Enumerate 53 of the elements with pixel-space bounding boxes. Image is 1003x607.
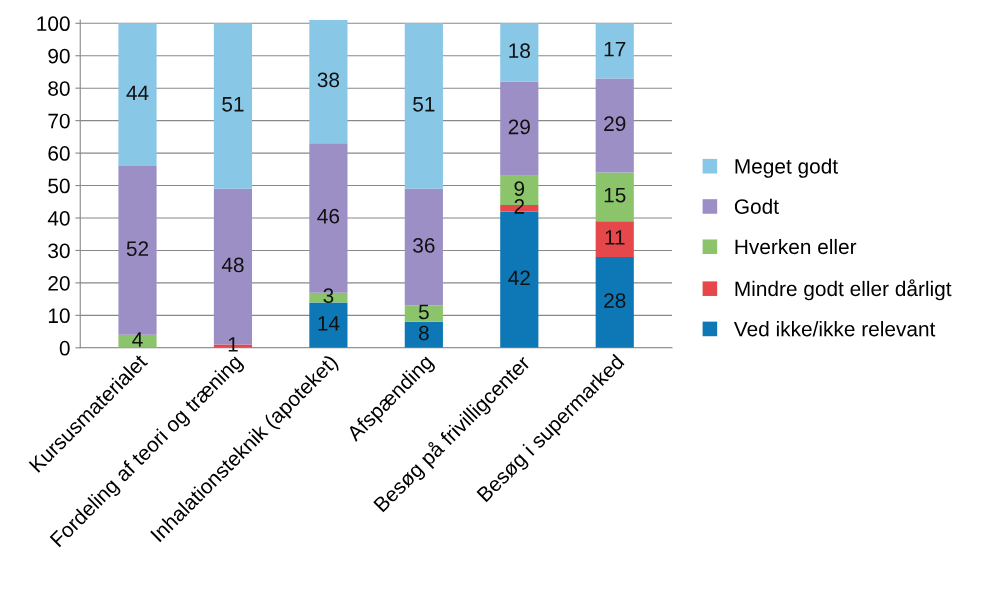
y-tick-label: 10 bbox=[48, 308, 70, 324]
data-label: 28 bbox=[604, 293, 626, 308]
data-label: 9 bbox=[514, 181, 525, 196]
legend-label: Godt bbox=[734, 198, 779, 214]
data-label: 15 bbox=[604, 187, 626, 203]
data-label: 42 bbox=[508, 270, 530, 286]
legend-label: Ved ikke/ikke relevant bbox=[733, 321, 936, 337]
data-label: 51 bbox=[222, 97, 244, 112]
bar bbox=[595, 78, 634, 173]
legend-label: Hverken eller bbox=[735, 238, 857, 255]
y-tick-label: 100 bbox=[37, 16, 70, 32]
data-label: 4 bbox=[132, 332, 143, 347]
bar bbox=[595, 256, 634, 348]
data-label: 18 bbox=[509, 43, 530, 59]
data-label: 52 bbox=[126, 241, 149, 257]
data-label: 48 bbox=[221, 257, 244, 273]
y-tick-label: 60 bbox=[48, 146, 70, 161]
data-label: 5 bbox=[418, 304, 429, 320]
y-tick-label: 40 bbox=[47, 211, 70, 226]
data-label: 17 bbox=[604, 41, 626, 57]
data-label: 3 bbox=[323, 288, 334, 304]
data-label: 14 bbox=[318, 316, 340, 331]
bar bbox=[404, 305, 443, 322]
data-label: 44 bbox=[126, 85, 149, 101]
y-tick-label: 90 bbox=[48, 48, 70, 64]
data-label: 29 bbox=[508, 119, 530, 135]
data-label: 11 bbox=[605, 230, 625, 245]
legend-label: Mindre godt eller dårligt bbox=[735, 279, 952, 301]
y-tick-label: 30 bbox=[48, 243, 70, 259]
bar bbox=[404, 321, 443, 348]
bar bbox=[404, 188, 443, 306]
y-tick-label: 80 bbox=[48, 81, 70, 96]
data-label: 38 bbox=[317, 72, 340, 88]
y-tick-label: 70 bbox=[48, 113, 70, 129]
data-label: 51 bbox=[413, 97, 435, 112]
bar bbox=[500, 81, 539, 176]
bar bbox=[309, 20, 348, 144]
bar bbox=[309, 302, 348, 348]
bar bbox=[213, 23, 253, 189]
data-label: 46 bbox=[317, 208, 340, 224]
bar bbox=[118, 23, 157, 167]
bar bbox=[404, 23, 443, 189]
bar bbox=[595, 23, 634, 79]
data-label: 8 bbox=[418, 325, 429, 341]
data-label: 36 bbox=[413, 238, 435, 253]
bar bbox=[595, 172, 634, 222]
legend-label: Meget godt bbox=[735, 158, 838, 178]
y-tick-label: 0 bbox=[59, 340, 70, 356]
y-tick-label: 50 bbox=[48, 178, 70, 194]
bar bbox=[595, 221, 634, 257]
data-label: 29 bbox=[604, 116, 626, 132]
y-tick-label: 20 bbox=[48, 275, 70, 291]
bar bbox=[500, 23, 539, 82]
